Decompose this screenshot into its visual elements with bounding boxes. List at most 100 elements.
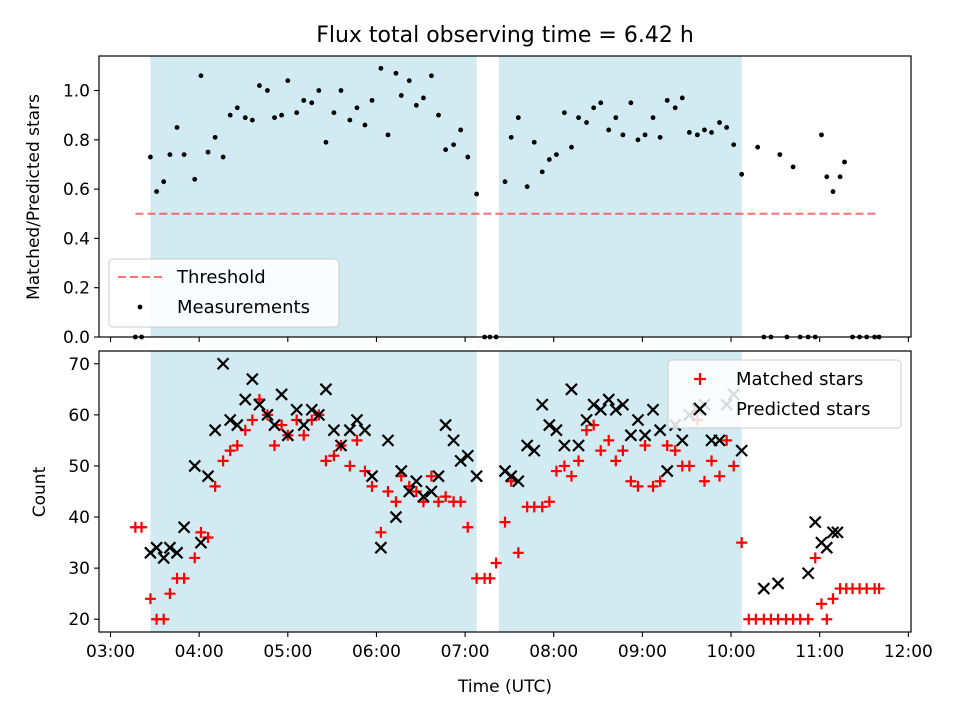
predicted-star-point (425, 485, 438, 498)
measurement-point (598, 100, 604, 106)
predicted-star-point (616, 398, 630, 411)
x-tick-label: 11:00 (795, 642, 844, 662)
measurement-point (777, 152, 783, 157)
predicted-star-point (826, 526, 840, 539)
matched-star-point (158, 613, 170, 625)
predicted-star-point (447, 434, 460, 447)
measurement-point (212, 134, 218, 140)
x-tick-label: 09:00 (618, 642, 667, 662)
measurement-point (174, 125, 180, 130)
predicted-star-point (268, 418, 281, 432)
measurement-point (664, 97, 670, 103)
x-tick-label: 05:00 (263, 642, 312, 662)
predicted-star-point (305, 403, 319, 417)
measurement-point (369, 97, 375, 103)
measurement-point (316, 88, 322, 93)
matched-star-point (625, 475, 637, 487)
measurement-point (436, 112, 441, 118)
top-y-tick-label: 1.0 (63, 82, 90, 102)
measurement-point (181, 152, 187, 157)
measurement-point (837, 174, 843, 180)
measurement-point (220, 154, 226, 160)
predicted-star-point (646, 403, 660, 417)
matched-star-point (136, 521, 148, 533)
measurement-point (347, 117, 353, 123)
predicted-star-point (565, 383, 578, 396)
measurement-point (819, 132, 824, 138)
matched-star-point (815, 598, 827, 610)
predicted-star-point (170, 546, 184, 560)
matched-star-point (565, 470, 577, 482)
measurement-point (524, 184, 530, 190)
top-shaded-band (498, 56, 742, 337)
measurement-point (842, 159, 847, 165)
predicted-star-point (208, 423, 222, 437)
measurement-point (398, 93, 404, 98)
predicted-star-point (334, 439, 348, 452)
matched-star-point (728, 460, 740, 472)
measurement-point (421, 95, 426, 101)
predicted-star-point (653, 423, 667, 437)
predicted-star-point (801, 566, 815, 580)
matched-star-point (550, 465, 562, 477)
predicted-star-point (231, 418, 244, 432)
bottom-y-tick-label: 40 (68, 508, 90, 528)
matched-star-point (706, 455, 718, 467)
top-panel: 0.0 0.2 0.4 0.6 0.8 1.0 Matched/Predicted sta… (24, 55, 912, 348)
matched-star-point (632, 480, 644, 492)
measurement-point (406, 78, 412, 84)
bottom-y-tick-label: 60 (68, 406, 90, 426)
predicted-star-point (713, 434, 726, 447)
x-tick-label: 08:00 (529, 642, 578, 662)
measurement-point (458, 127, 464, 133)
predicted-star-point (194, 536, 208, 549)
measurement-point (657, 134, 663, 140)
top-y-tick-label: 0.8 (63, 131, 90, 151)
predicted-star-point (188, 459, 202, 473)
matched-star-point (359, 465, 371, 477)
matched-star-point (462, 521, 474, 533)
measurement-point (613, 115, 619, 121)
predicted-star-point (319, 383, 333, 396)
matched-star-point (382, 486, 394, 497)
predicted-star-point (454, 454, 467, 468)
predicted-star-point (350, 413, 364, 427)
predicted-star-point (343, 423, 357, 437)
bottom-legend-label: Predicted stars (736, 399, 870, 420)
measurement-point (362, 122, 368, 128)
predicted-star-point (281, 429, 295, 442)
measurement-point (331, 110, 337, 116)
predicted-star-point (504, 469, 518, 483)
matched-star-point (217, 455, 229, 467)
measurement-point (830, 189, 836, 194)
predicted-star-point (602, 393, 615, 406)
matched-star-point (433, 496, 445, 508)
matched-star-point (144, 593, 156, 605)
measurement-point (672, 105, 678, 111)
predicted-star-point (365, 469, 379, 483)
measurement-point (154, 189, 160, 194)
measurement-point (824, 174, 830, 180)
measurement-point (755, 144, 761, 150)
measurement-point (338, 88, 344, 93)
bottom-y-tick-label: 50 (68, 457, 90, 477)
measurement-point (739, 171, 745, 177)
predicted-star-point (374, 541, 388, 554)
predicted-star-point (381, 434, 395, 447)
matched-star-point (536, 501, 548, 513)
figure-title: Flux total observing time = 6.42 h (316, 23, 694, 48)
top-y-tick-label: 0.4 (63, 229, 90, 249)
measurement-point (561, 110, 567, 116)
measurement-point (642, 132, 648, 138)
bottom-y-ticks: 20 30 40 50 60 70 (68, 355, 99, 630)
matched-star-point (581, 424, 593, 436)
matched-star-point (558, 460, 570, 472)
matched-star-point (588, 419, 600, 431)
measurement-point (650, 115, 656, 121)
matched-star-point (231, 440, 243, 452)
x-tick-label: 06:00 (352, 642, 401, 662)
predicted-star-point (410, 475, 423, 488)
matched-star-point (276, 419, 288, 431)
measurement-point (628, 100, 634, 106)
predicted-star-point (238, 393, 252, 406)
